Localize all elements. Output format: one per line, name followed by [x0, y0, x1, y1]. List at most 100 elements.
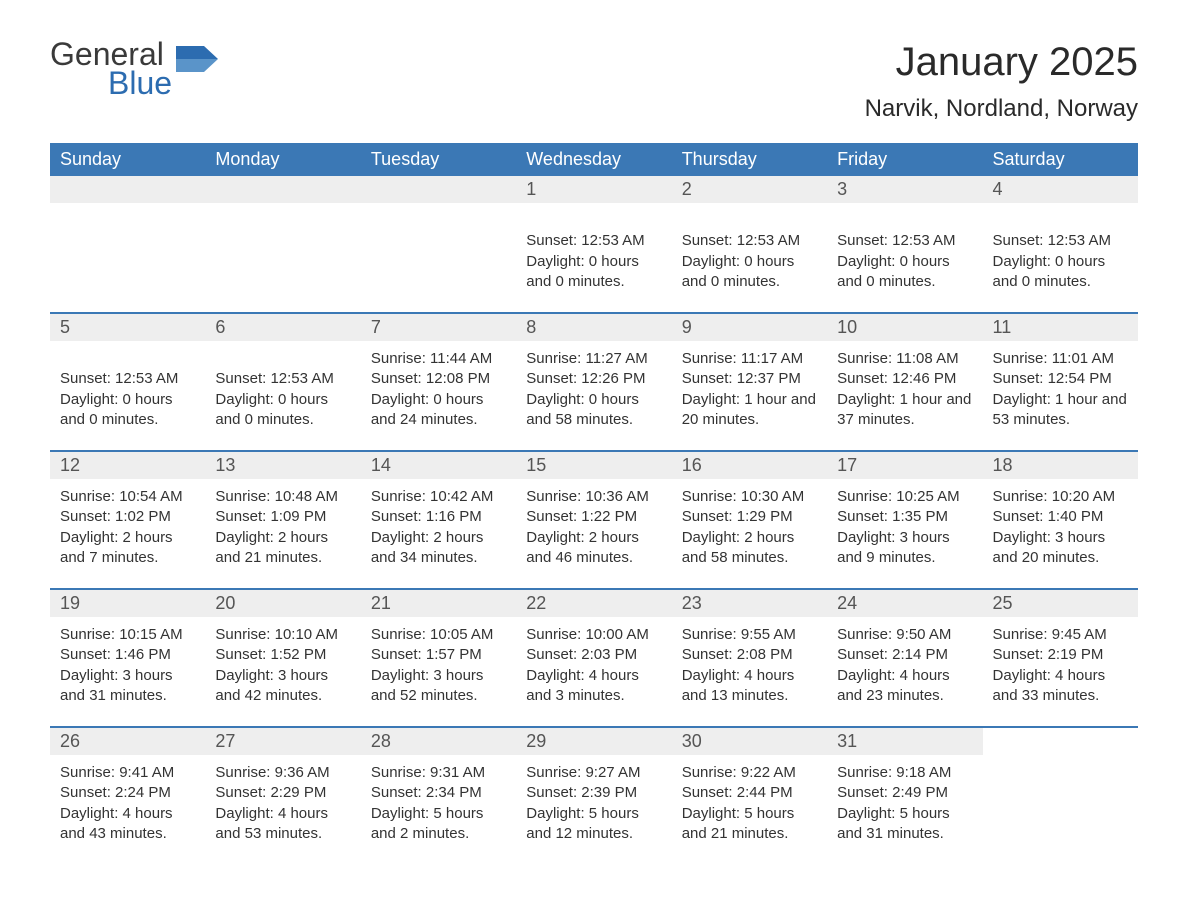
sunset-text: Sunset: 2:39 PM: [526, 783, 661, 803]
day-number: 20: [205, 590, 360, 617]
day-number: 1: [516, 176, 671, 203]
day-content: Sunrise: 9:45 AMSunset: 2:19 PMDaylight:…: [983, 617, 1138, 726]
daylight-text: Daylight: 3 hours and 20 minutes.: [993, 528, 1128, 569]
day-cell: 21Sunrise: 10:05 AMSunset: 1:57 PMDaylig…: [361, 589, 516, 727]
day-number: 26: [50, 728, 205, 755]
week-row: 12Sunrise: 10:54 AMSunset: 1:02 PMDaylig…: [50, 451, 1138, 589]
sunrise-text: Sunrise: 9:45 AM: [993, 625, 1128, 645]
sunset-text: Sunset: 12:53 AM: [215, 369, 350, 389]
day-number: 10: [827, 314, 982, 341]
daylight-text: Daylight: 2 hours and 7 minutes.: [60, 528, 195, 569]
day-content: Sunrise: 9:50 AMSunset: 2:14 PMDaylight:…: [827, 617, 982, 726]
sunrise-text: Sunrise: 11:44 AM: [371, 349, 506, 369]
day-number: 19: [50, 590, 205, 617]
day-content: Sunrise: 11:01 AMSunset: 12:54 PMDayligh…: [983, 341, 1138, 450]
day-content: Sunrise: 10:36 AMSunset: 1:22 PMDaylight…: [516, 479, 671, 588]
day-header-sat: Saturday: [983, 143, 1138, 176]
day-number: 15: [516, 452, 671, 479]
daylight-text: Daylight: 0 hours and 0 minutes.: [993, 252, 1128, 293]
day-number: 24: [827, 590, 982, 617]
sunset-text: Sunset: 12:08 PM: [371, 369, 506, 389]
daylight-text: Daylight: 4 hours and 43 minutes.: [60, 804, 195, 845]
day-number: 2: [672, 176, 827, 203]
empty-day-bar: [205, 176, 360, 203]
day-number: 17: [827, 452, 982, 479]
sunrise-text: Sunrise: 9:50 AM: [837, 625, 972, 645]
daylight-text: Daylight: 0 hours and 0 minutes.: [60, 390, 195, 431]
day-cell: 19Sunrise: 10:15 AMSunset: 1:46 PMDaylig…: [50, 589, 205, 727]
day-header-mon: Monday: [205, 143, 360, 176]
daylight-text: Daylight: 3 hours and 52 minutes.: [371, 666, 506, 707]
day-cell: 26Sunrise: 9:41 AMSunset: 2:24 PMDayligh…: [50, 727, 205, 864]
sunrise-text: Sunrise: 9:18 AM: [837, 763, 972, 783]
sunset-text: Sunset: 1:40 PM: [993, 507, 1128, 527]
day-content: Sunrise: 11:08 AMSunset: 12:46 PMDayligh…: [827, 341, 982, 450]
day-number: 11: [983, 314, 1138, 341]
daylight-text: Daylight: 0 hours and 0 minutes.: [682, 252, 817, 293]
sunset-text: Sunset: 1:09 PM: [215, 507, 350, 527]
sunrise-text: Sunrise: 10:10 AM: [215, 625, 350, 645]
day-content: Sunrise: 10:20 AMSunset: 1:40 PMDaylight…: [983, 479, 1138, 588]
daylight-text: Daylight: 3 hours and 31 minutes.: [60, 666, 195, 707]
day-content: Sunrise: 9:55 AMSunset: 2:08 PMDaylight:…: [672, 617, 827, 726]
sunset-text: Sunset: 12:53 AM: [682, 231, 817, 251]
day-content: Sunrise: 10:30 AMSunset: 1:29 PMDaylight…: [672, 479, 827, 588]
day-number: 13: [205, 452, 360, 479]
daylight-text: Daylight: 4 hours and 33 minutes.: [993, 666, 1128, 707]
sunset-text: Sunset: 12:53 AM: [60, 369, 195, 389]
day-number: 27: [205, 728, 360, 755]
calendar-table: Sunday Monday Tuesday Wednesday Thursday…: [50, 143, 1138, 864]
day-content: Sunrise: 10:10 AMSunset: 1:52 PMDaylight…: [205, 617, 360, 726]
day-cell: 10Sunrise: 11:08 AMSunset: 12:46 PMDayli…: [827, 313, 982, 451]
sunrise-text: Sunrise: 11:08 AM: [837, 349, 972, 369]
day-content: Sunrise: 11:27 AMSunset: 12:26 PMDayligh…: [516, 341, 671, 450]
blank-line: [682, 211, 817, 231]
day-cell: 18Sunrise: 10:20 AMSunset: 1:40 PMDaylig…: [983, 451, 1138, 589]
day-number: 23: [672, 590, 827, 617]
sunset-text: Sunset: 2:49 PM: [837, 783, 972, 803]
day-cell: 15Sunrise: 10:36 AMSunset: 1:22 PMDaylig…: [516, 451, 671, 589]
day-content: Sunset: 12:53 AMDaylight: 0 hours and 0 …: [205, 341, 360, 450]
week-row: 1 Sunset: 12:53 AMDaylight: 0 hours and …: [50, 176, 1138, 313]
daylight-text: Daylight: 5 hours and 31 minutes.: [837, 804, 972, 845]
sunrise-text: Sunrise: 10:05 AM: [371, 625, 506, 645]
day-content: Sunrise: 10:00 AMSunset: 2:03 PMDaylight…: [516, 617, 671, 726]
daylight-text: Daylight: 5 hours and 2 minutes.: [371, 804, 506, 845]
day-number: 28: [361, 728, 516, 755]
day-cell: 20Sunrise: 10:10 AMSunset: 1:52 PMDaylig…: [205, 589, 360, 727]
day-cell: 30Sunrise: 9:22 AMSunset: 2:44 PMDayligh…: [672, 727, 827, 864]
day-header-wed: Wednesday: [516, 143, 671, 176]
day-content-empty: [983, 728, 1138, 818]
daylight-text: Daylight: 3 hours and 42 minutes.: [215, 666, 350, 707]
sunrise-text: Sunrise: 10:36 AM: [526, 487, 661, 507]
sunset-text: Sunset: 12:53 AM: [837, 231, 972, 251]
day-cell: 2 Sunset: 12:53 AMDaylight: 0 hours and …: [672, 176, 827, 313]
daylight-text: Daylight: 5 hours and 21 minutes.: [682, 804, 817, 845]
day-number: 3: [827, 176, 982, 203]
blank-line: [215, 349, 350, 369]
day-number: 29: [516, 728, 671, 755]
day-number: 30: [672, 728, 827, 755]
sunset-text: Sunset: 12:26 PM: [526, 369, 661, 389]
blank-line: [837, 211, 972, 231]
flag-icon: [176, 46, 218, 77]
day-content: Sunrise: 9:22 AMSunset: 2:44 PMDaylight:…: [672, 755, 827, 864]
daylight-text: Daylight: 4 hours and 13 minutes.: [682, 666, 817, 707]
day-content-empty: [50, 203, 205, 293]
day-content: Sunrise: 9:36 AMSunset: 2:29 PMDaylight:…: [205, 755, 360, 864]
location-label: Narvik, Nordland, Norway: [865, 95, 1138, 123]
sunset-text: Sunset: 12:54 PM: [993, 369, 1128, 389]
sunrise-text: Sunrise: 11:27 AM: [526, 349, 661, 369]
daylight-text: Daylight: 2 hours and 46 minutes.: [526, 528, 661, 569]
day-cell: 25Sunrise: 9:45 AMSunset: 2:19 PMDayligh…: [983, 589, 1138, 727]
daylight-text: Daylight: 0 hours and 0 minutes.: [837, 252, 972, 293]
day-cell: 11Sunrise: 11:01 AMSunset: 12:54 PMDayli…: [983, 313, 1138, 451]
sunset-text: Sunset: 2:34 PM: [371, 783, 506, 803]
daylight-text: Daylight: 3 hours and 9 minutes.: [837, 528, 972, 569]
daylight-text: Daylight: 5 hours and 12 minutes.: [526, 804, 661, 845]
day-content: Sunrise: 11:17 AMSunset: 12:37 PMDayligh…: [672, 341, 827, 450]
sunset-text: Sunset: 1:29 PM: [682, 507, 817, 527]
week-row: 26Sunrise: 9:41 AMSunset: 2:24 PMDayligh…: [50, 727, 1138, 864]
sunrise-text: Sunrise: 10:25 AM: [837, 487, 972, 507]
sunrise-text: Sunrise: 9:27 AM: [526, 763, 661, 783]
